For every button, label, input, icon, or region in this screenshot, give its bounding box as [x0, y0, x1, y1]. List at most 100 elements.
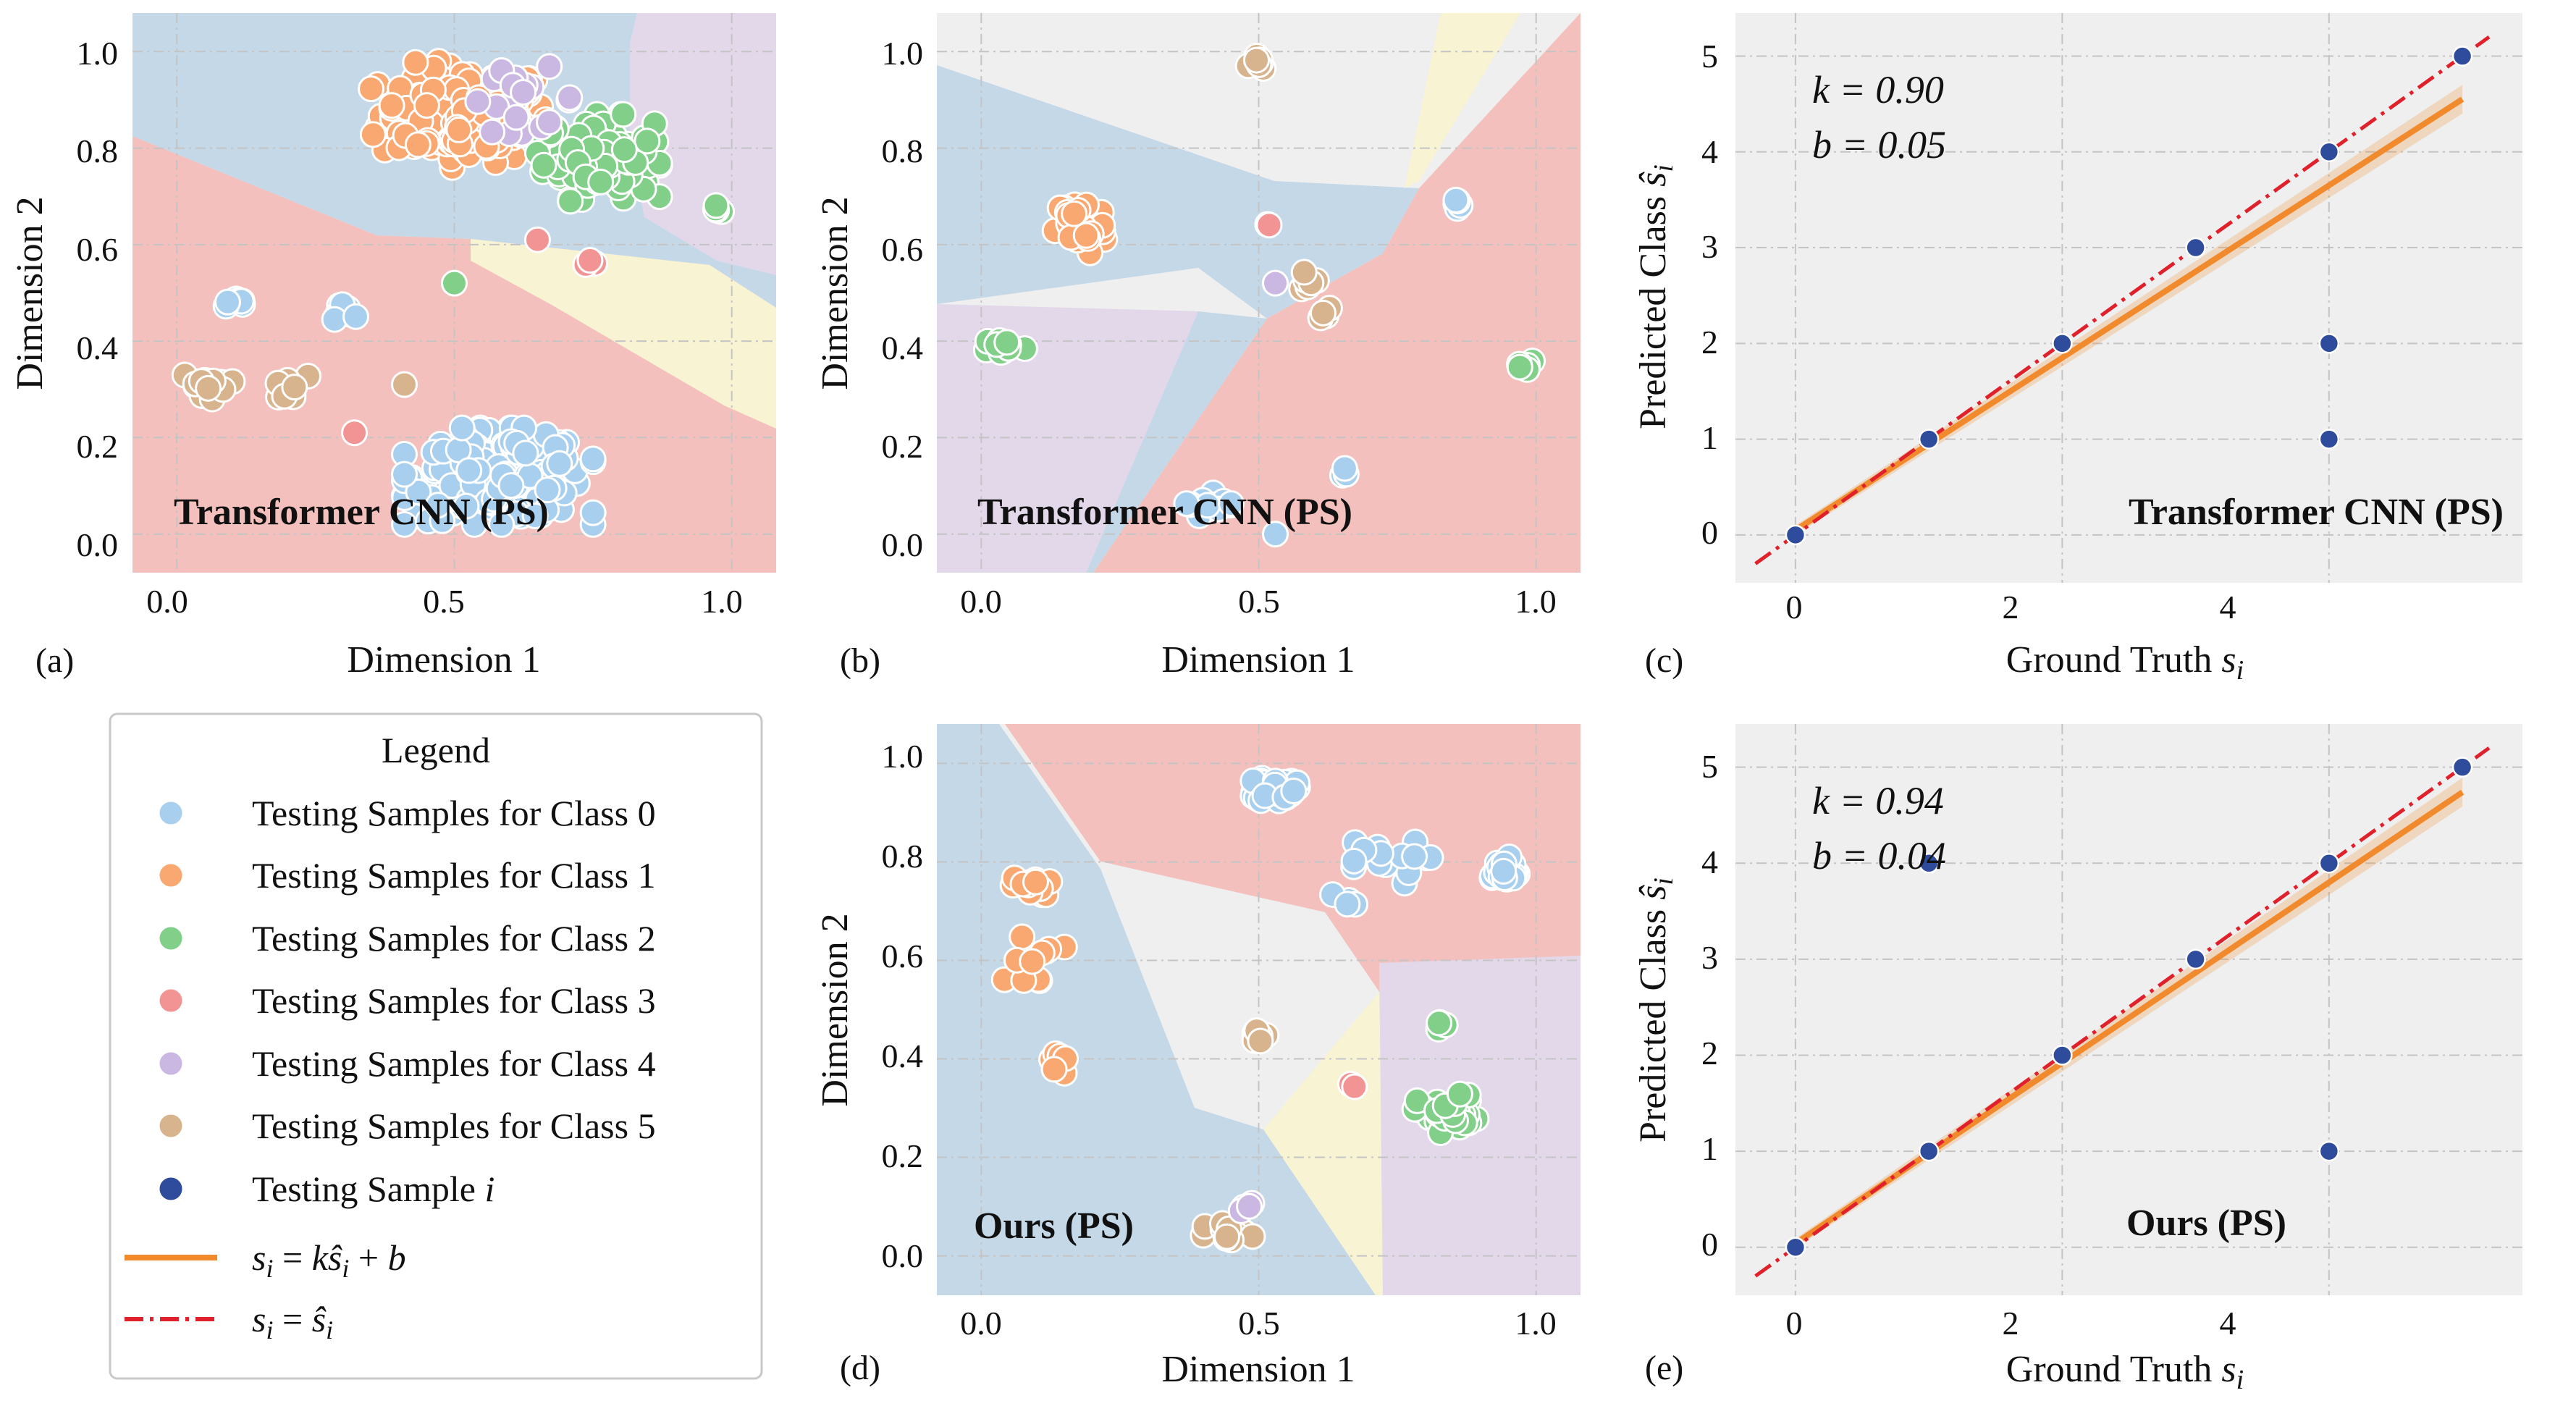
panel-a-xtick: 0.5 — [423, 583, 465, 620]
scatter-point-class-4 — [502, 104, 530, 131]
panel-a-xtick: 1.0 — [701, 583, 743, 620]
panel-a-ytick: 1.0 — [77, 35, 119, 72]
panel-d-ytick: 1.0 — [882, 738, 924, 775]
testing-sample-point — [2451, 757, 2473, 778]
scatter-point-class-1 — [413, 92, 440, 119]
panel-d-title: Ours (PS) — [974, 1205, 1134, 1247]
panel-b-xtick: 1.0 — [1515, 583, 1557, 620]
scatter-point-class-0 — [488, 510, 515, 538]
testing-sample-point — [1785, 524, 1806, 546]
testing-sample-point — [2318, 1140, 2340, 1162]
scatter-point-class-4 — [510, 78, 537, 106]
legend-title: Legend — [382, 730, 490, 770]
panel-c-ytick: 5 — [1701, 38, 1718, 75]
panel-e-gridlines — [1735, 724, 2522, 1295]
legend-label: Testing Samples for Class 5 — [252, 1106, 656, 1146]
legend-marker-class-2 — [157, 925, 185, 952]
legend-entry: si = kŝi + b — [125, 1237, 406, 1283]
scatter-point-class-2 — [610, 101, 637, 128]
panel-d-xtick: 1.0 — [1515, 1305, 1557, 1342]
scatter-point-class-1 — [1040, 1056, 1068, 1083]
legend-marker-class-4 — [157, 1050, 185, 1077]
scatter-point-class-5 — [391, 371, 418, 398]
scatter-point-class-2 — [993, 329, 1021, 356]
panel-e-lines — [1754, 746, 2491, 1278]
panel-a-ticks: 0.0 0.5 1.0 0.0 0.2 0.4 0.6 0.8 1.0 — [77, 35, 743, 620]
panel-c-letter: (c) — [1645, 641, 1683, 680]
testing-sample-point — [2052, 333, 2073, 354]
panel-a-ytick: 0.8 — [77, 132, 119, 169]
panel-e-xtick: 4 — [2220, 1305, 2236, 1342]
panel-e-letter: (e) — [1645, 1349, 1683, 1387]
panel-b-gridlines — [937, 13, 1580, 573]
legend: Legend Testing Samples for Class 0 Testi… — [109, 712, 763, 1380]
panel-d-xlabel: Dimension 1 — [1161, 1349, 1355, 1390]
panel-c-ytick: 2 — [1701, 324, 1718, 361]
legend-label: Testing Samples for Class 2 — [252, 918, 656, 959]
testing-sample-point — [2318, 429, 2340, 450]
panel-d: Ours (PS) 0.0 0.5 1.0 0.0 0.2 0.4 0.6 0.… — [815, 724, 1580, 1390]
scatter-point-class-4 — [464, 88, 492, 115]
panel-e-ylabel-math: ŝi — [1633, 877, 1679, 900]
legend-entry: Testing Samples for Class 1 — [157, 855, 656, 896]
panel-c-lines — [1754, 35, 2491, 565]
legend-label: Testing Sample i — [252, 1169, 494, 1209]
panel-e-xtick: 0 — [1786, 1305, 1803, 1342]
panel-e-ytick: 0 — [1701, 1226, 1718, 1263]
scatter-point-class-0 — [546, 450, 573, 477]
panel-c-xtick: 2 — [2003, 589, 2019, 626]
scatter-point-class-0 — [342, 303, 370, 330]
panel-e-xlabel-math: si — [2221, 1349, 2244, 1395]
panel-a-xlabel: Dimension 1 — [347, 639, 540, 681]
scatter-point-class-1 — [358, 75, 385, 103]
scatter-point-class-0 — [1442, 186, 1470, 214]
testing-sample-point — [2318, 141, 2340, 163]
scatter-point-class-2 — [557, 188, 584, 215]
scatter-point-class-4 — [536, 109, 563, 136]
scatter-point-class-4 — [479, 118, 506, 146]
scatter-point-class-0 — [424, 492, 452, 519]
panel-c-ylabel: Predicted Class ŝi — [1633, 164, 1679, 429]
panel-e-ytick: 5 — [1701, 748, 1718, 785]
panel-d-ytick: 0.4 — [882, 1037, 924, 1074]
testing-sample-point — [1918, 1140, 1940, 1162]
scatter-point-class-0 — [1173, 490, 1200, 518]
panel-e-xtick: 2 — [2003, 1305, 2019, 1342]
panel-c: k = 0.90 b = 0.05 Transformer CNN (PS) 0… — [1633, 13, 2522, 686]
testing-sample-point — [1785, 1237, 1806, 1258]
identity-line — [1754, 35, 2491, 565]
scatter-point-class-1 — [1019, 948, 1046, 975]
panel-c-xlabel: Ground Truth si — [2006, 639, 2244, 686]
panel-b-ytick: 0.4 — [882, 329, 924, 366]
fit-line — [1793, 96, 2465, 533]
scatter-point-class-0 — [1331, 455, 1358, 482]
scatter-point-class-0 — [1490, 857, 1518, 885]
panel-e-k-label: k = 0.94 — [1812, 779, 1944, 822]
scatter-point-class-4 — [1261, 269, 1289, 297]
scatter-point-class-4 — [556, 84, 584, 111]
testing-sample-point — [2185, 237, 2206, 258]
legend-entry: Testing Samples for Class 4 — [157, 1043, 656, 1084]
panel-c-xtick: 4 — [2220, 589, 2236, 626]
scatter-point-class-1 — [1009, 923, 1036, 951]
scatter-point-class-0 — [534, 476, 561, 504]
scatter-point-class-5 — [1243, 46, 1271, 74]
scatter-point-class-0 — [579, 445, 607, 473]
panel-b-ytick: 0.8 — [882, 132, 924, 169]
panel-c-title: Transformer CNN (PS) — [2129, 492, 2504, 533]
scatter-point-class-5 — [195, 374, 222, 402]
scatter-point-class-4 — [1236, 1192, 1263, 1220]
scatter-point-class-5 — [281, 374, 308, 401]
panel-b-xlabel: Dimension 1 — [1161, 639, 1355, 681]
panel-d-letter: (d) — [840, 1349, 880, 1387]
testing-sample-point — [1918, 853, 1940, 874]
panel-e-ticks: 0 2 4 0 1 2 3 4 5 — [1701, 748, 2236, 1342]
scatter-point-class-0 — [453, 492, 480, 520]
panel-e: k = 0.94 b = 0.04 Ours (PS) 0 2 4 0 1 2 … — [1633, 724, 2522, 1395]
legend-marker-class-3 — [157, 987, 185, 1014]
scatter-point-class-3 — [1255, 211, 1283, 239]
scatter-point-class-2 — [634, 127, 661, 155]
testing-sample-point — [2451, 46, 2473, 67]
panel-e-ytick: 3 — [1701, 939, 1718, 976]
